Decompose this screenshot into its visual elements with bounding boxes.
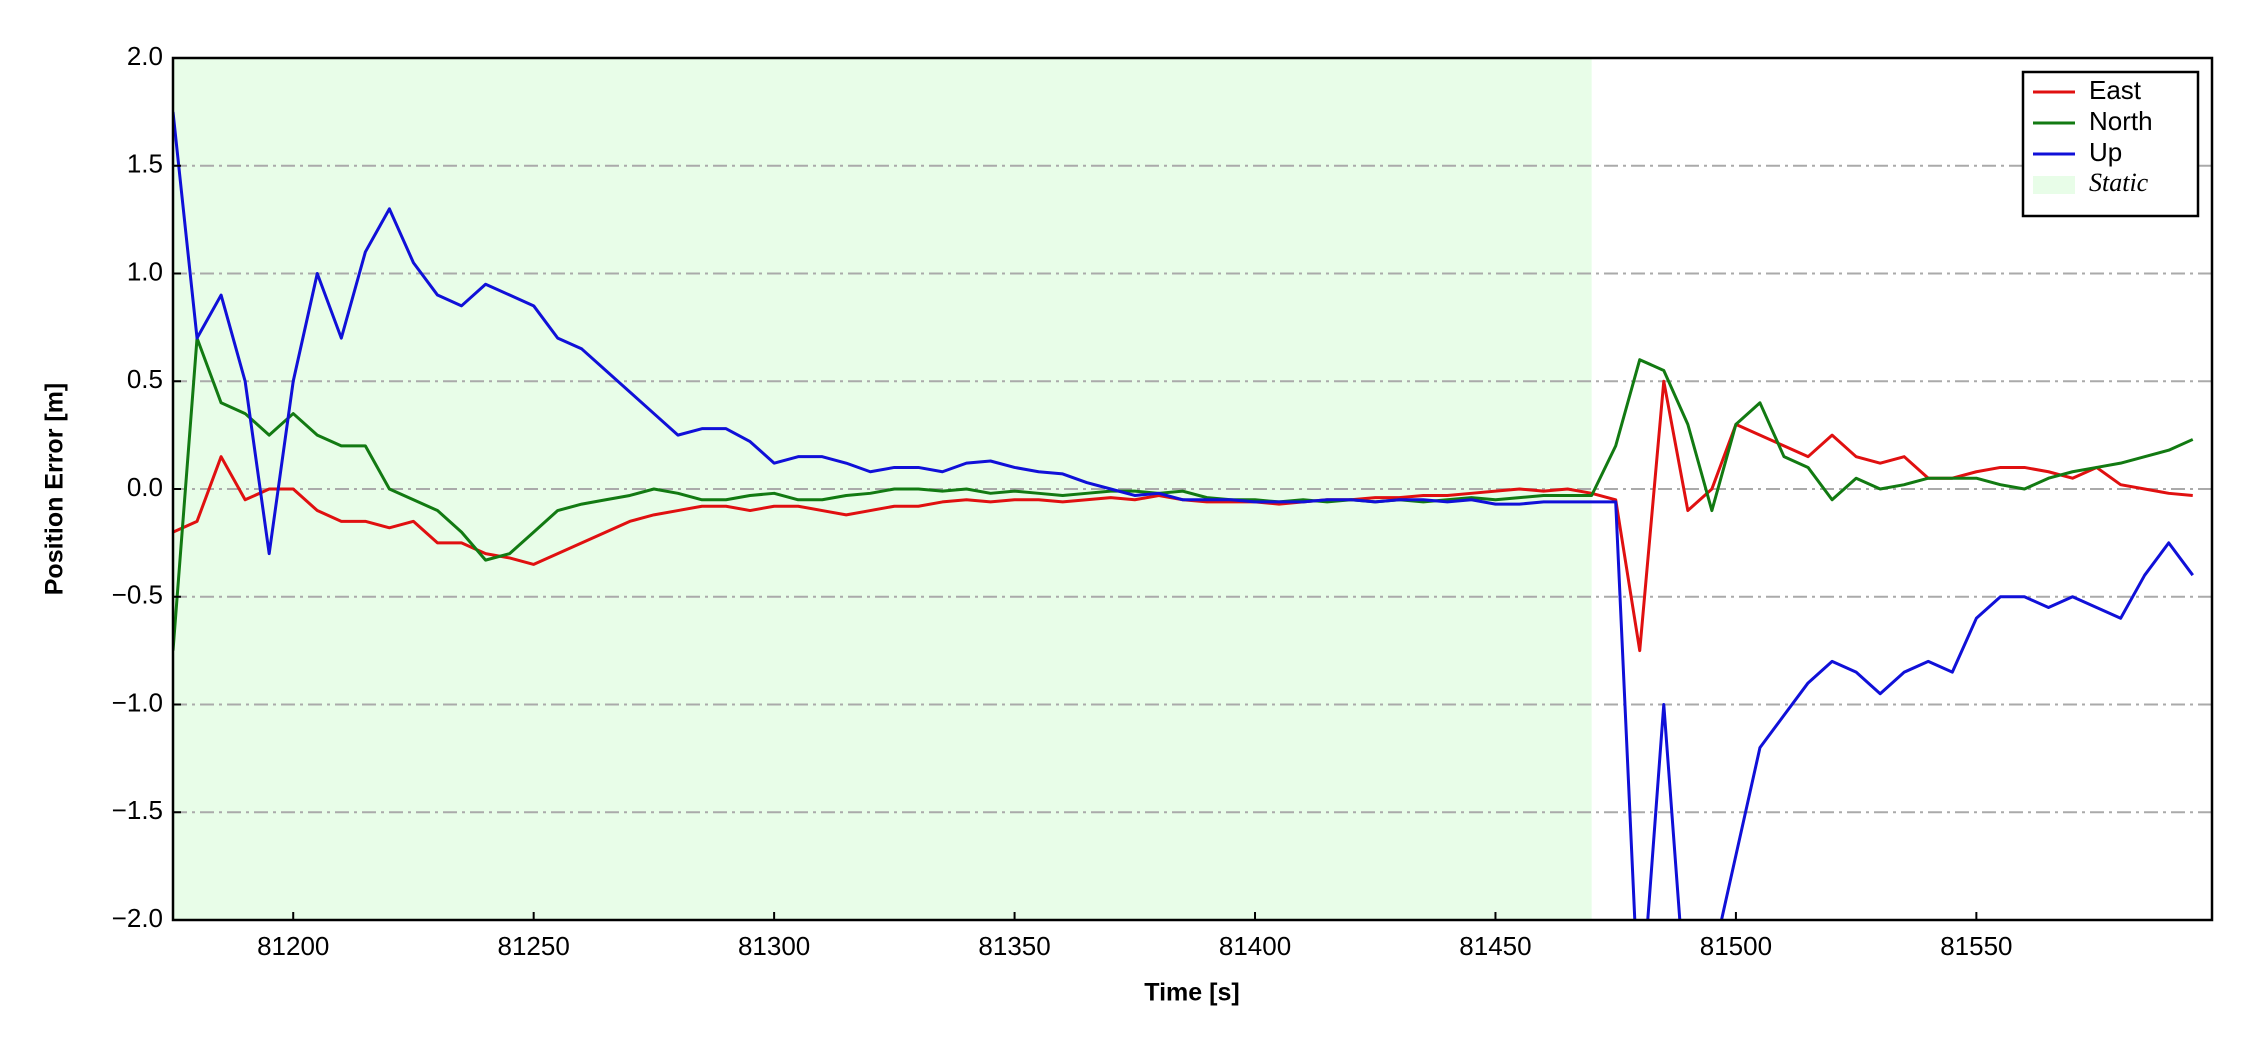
y-tick-label: 0.0 [127,472,163,502]
series-line [173,336,2194,651]
legend-label: Static [2089,168,2149,197]
x-axis-label: Time [s] [1144,979,1239,1007]
x-tick-label: 81400 [1219,931,1291,961]
legend-label: East [2089,75,2142,105]
y-tick-label: −1.0 [112,687,163,717]
x-tick-label: 81200 [257,931,329,961]
plot-frame [171,56,2214,922]
legend-label: Up [2089,137,2122,167]
y-tick-label: 0.5 [127,364,163,394]
legend-label: North [2089,106,2153,136]
x-tick-label: 81350 [978,931,1050,961]
x-tick-label: 81450 [1459,931,1531,961]
y-tick-label: 1.5 [127,149,163,179]
y-tick-label: −2.0 [112,903,163,933]
y-tick-label: 2.0 [127,41,163,71]
x-tick-label: 81550 [1940,931,2012,961]
plot-area [173,58,2212,920]
x-tick-label: 81500 [1700,931,1772,961]
y-tick-label: 1.0 [127,256,163,286]
series-line [173,111,2194,920]
legend-swatch [2033,176,2075,194]
y-axis-label: Position Error [m] [41,383,69,596]
y-tick-label: −0.5 [112,580,163,610]
x-tick-label: 81300 [738,931,810,961]
y-tick-label: −1.5 [112,795,163,825]
x-tick-label: 81250 [498,931,570,961]
